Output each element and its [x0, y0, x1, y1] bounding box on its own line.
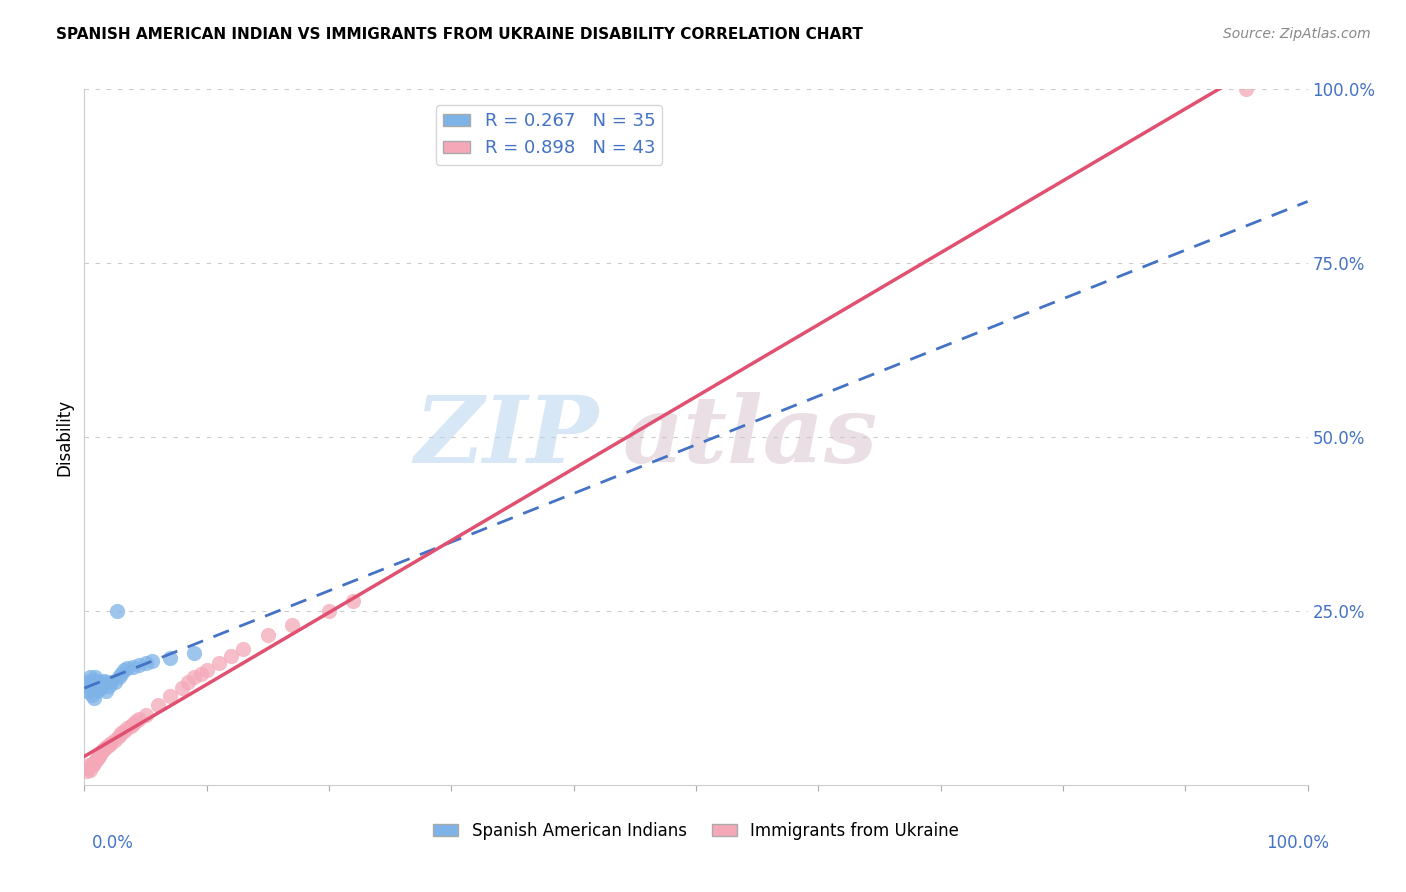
Point: [79, 681, 101, 695]
Point: [146, 698, 169, 712]
Point: [257, 628, 280, 642]
Point: [86, 684, 108, 698]
Point: [87, 750, 110, 764]
Text: 100.0%: 100.0%: [1265, 834, 1329, 852]
Point: [110, 726, 132, 740]
Point: [100, 675, 122, 690]
Point: [122, 716, 145, 731]
Point: [141, 654, 163, 668]
Point: [96, 739, 118, 754]
Point: [177, 675, 200, 690]
Point: [120, 719, 142, 733]
Point: [79, 763, 101, 777]
Text: atlas: atlas: [623, 392, 877, 482]
Point: [342, 593, 364, 607]
Point: [90, 745, 112, 759]
Point: [115, 661, 138, 675]
Point: [135, 708, 157, 723]
Point: [87, 677, 110, 691]
Point: [107, 729, 129, 743]
Point: [96, 684, 118, 698]
Point: [79, 670, 101, 684]
Point: [77, 677, 100, 691]
Point: [1236, 82, 1258, 96]
Point: [135, 657, 157, 671]
Point: [159, 650, 181, 665]
Point: [84, 670, 107, 684]
Point: [104, 732, 127, 747]
Point: [87, 675, 110, 690]
Point: [87, 748, 110, 763]
Point: [115, 721, 138, 735]
Point: [232, 642, 254, 657]
Point: [76, 684, 98, 698]
Text: 0.0%: 0.0%: [91, 834, 134, 852]
Point: [84, 681, 107, 695]
Point: [93, 673, 115, 688]
Point: [97, 738, 120, 752]
Point: [105, 604, 128, 618]
Point: [89, 747, 111, 761]
Point: [91, 677, 114, 691]
Text: SPANISH AMERICAN INDIAN VS IMMIGRANTS FROM UKRAINE DISABILITY CORRELATION CHART: SPANISH AMERICAN INDIAN VS IMMIGRANTS FR…: [56, 27, 863, 42]
Text: ZIP: ZIP: [413, 392, 598, 482]
Point: [76, 764, 98, 778]
Point: [83, 673, 105, 688]
Point: [208, 657, 231, 671]
Point: [86, 673, 108, 688]
Point: [318, 604, 340, 618]
Point: [94, 675, 117, 690]
Legend: Spanish American Indians, Immigrants from Ukraine: Spanish American Indians, Immigrants fro…: [426, 815, 966, 847]
Point: [77, 758, 100, 772]
Point: [80, 688, 103, 702]
Point: [107, 670, 129, 684]
Point: [100, 736, 122, 750]
Point: [83, 756, 105, 770]
Point: [219, 649, 242, 664]
Point: [97, 679, 120, 693]
Point: [112, 663, 135, 677]
Point: [183, 670, 205, 684]
Point: [77, 673, 100, 688]
Point: [190, 666, 212, 681]
Point: [84, 754, 107, 768]
Y-axis label: Disability: Disability: [55, 399, 73, 475]
Point: [93, 741, 115, 756]
Point: [128, 658, 150, 673]
Point: [89, 679, 111, 693]
Point: [122, 659, 145, 673]
Point: [77, 760, 100, 774]
Point: [82, 677, 104, 691]
Point: [172, 681, 194, 695]
Point: [159, 689, 181, 703]
Point: [183, 646, 205, 660]
Point: [90, 681, 112, 695]
Point: [112, 723, 135, 738]
Point: [110, 666, 132, 681]
Point: [128, 712, 150, 726]
Point: [91, 743, 114, 757]
Point: [82, 758, 104, 772]
Point: [281, 618, 304, 632]
Point: [195, 663, 218, 677]
Point: [86, 751, 108, 765]
Point: [83, 690, 105, 705]
Point: [125, 714, 148, 728]
Point: [80, 757, 103, 772]
Text: Source: ZipAtlas.com: Source: ZipAtlas.com: [1223, 27, 1371, 41]
Point: [104, 675, 127, 690]
